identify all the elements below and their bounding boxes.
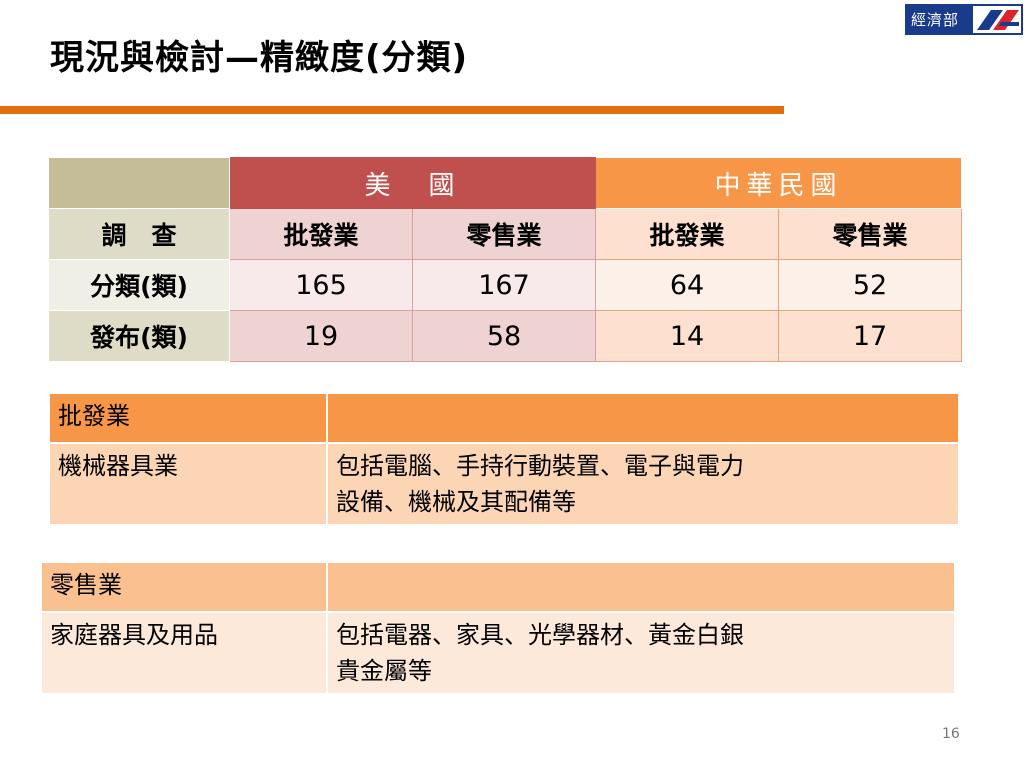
table-cell: 58 bbox=[412, 310, 596, 362]
wholesale-description: 包括電腦、手持行動裝置、電子與電力 設備、機械及其配備等 bbox=[326, 442, 960, 526]
title-underline bbox=[0, 106, 784, 114]
tw-header: 中華民國 bbox=[595, 157, 962, 209]
us-wholesale-header: 批發業 bbox=[229, 208, 413, 260]
retail-table: 零售業 家庭器具及用品 包括電器、家具、光學器材、黃金白銀 貴金屬等 bbox=[40, 561, 956, 695]
table-row: 機械器具業 包括電腦、手持行動裝置、電子與電力 設備、機械及其配備等 bbox=[48, 442, 960, 526]
us-header: 美 國 bbox=[229, 157, 596, 209]
table-cell: 14 bbox=[595, 310, 779, 362]
description-line: 包括電器、家具、光學器材、黃金白銀 bbox=[336, 621, 744, 649]
table-header-row: 零售業 bbox=[40, 561, 956, 613]
wholesale-header-right bbox=[326, 392, 960, 444]
page-title: 現況與檢討—精緻度(分類) bbox=[50, 38, 469, 78]
logo-text: 經濟部 bbox=[911, 11, 960, 29]
table-header-row: 批發業 bbox=[48, 392, 960, 444]
table-row: 分類(類) 165 167 64 52 bbox=[48, 259, 962, 311]
tw-retail-header: 零售業 bbox=[778, 208, 962, 260]
table-cell: 52 bbox=[778, 259, 962, 311]
table-cell: 19 bbox=[229, 310, 413, 362]
logo-emblem-icon bbox=[973, 6, 1021, 33]
table-row: 發布(類) 19 58 14 17 bbox=[48, 310, 962, 362]
ministry-logo: 經濟部 bbox=[905, 4, 1023, 35]
table-cell: 17 bbox=[778, 310, 962, 362]
tw-wholesale-header: 批發業 bbox=[595, 208, 779, 260]
row-label: 分類(類) bbox=[48, 259, 230, 311]
corner-cell bbox=[48, 157, 230, 209]
wholesale-table: 批發業 機械器具業 包括電腦、手持行動裝置、電子與電力 設備、機械及其配備等 bbox=[48, 392, 960, 526]
description-line: 貴金屬等 bbox=[336, 657, 432, 685]
table-header-row: 美 國 中華民國 bbox=[48, 157, 962, 209]
row-label: 調 查 bbox=[48, 208, 230, 260]
description-line: 設備、機械及其配備等 bbox=[336, 488, 576, 516]
table-row: 調 查 批發業 零售業 批發業 零售業 bbox=[48, 208, 962, 260]
wholesale-header: 批發業 bbox=[48, 392, 328, 444]
us-retail-header: 零售業 bbox=[412, 208, 596, 260]
retail-header: 零售業 bbox=[40, 561, 328, 613]
table-row: 家庭器具及用品 包括電器、家具、光學器材、黃金白銀 貴金屬等 bbox=[40, 611, 956, 695]
table-cell: 167 bbox=[412, 259, 596, 311]
wholesale-category: 機械器具業 bbox=[48, 442, 328, 526]
description-line: 包括電腦、手持行動裝置、電子與電力 bbox=[336, 452, 744, 480]
retail-description: 包括電器、家具、光學器材、黃金白銀 貴金屬等 bbox=[326, 611, 956, 695]
table-cell: 64 bbox=[595, 259, 779, 311]
row-label: 發布(類) bbox=[48, 310, 230, 362]
retail-category: 家庭器具及用品 bbox=[40, 611, 328, 695]
retail-header-right bbox=[326, 561, 956, 613]
table-cell: 165 bbox=[229, 259, 413, 311]
page-number: 16 bbox=[942, 726, 960, 742]
comparison-table: 美 國 中華民國 調 查 批發業 零售業 批發業 零售業 分類(類) 165 1… bbox=[48, 157, 962, 362]
